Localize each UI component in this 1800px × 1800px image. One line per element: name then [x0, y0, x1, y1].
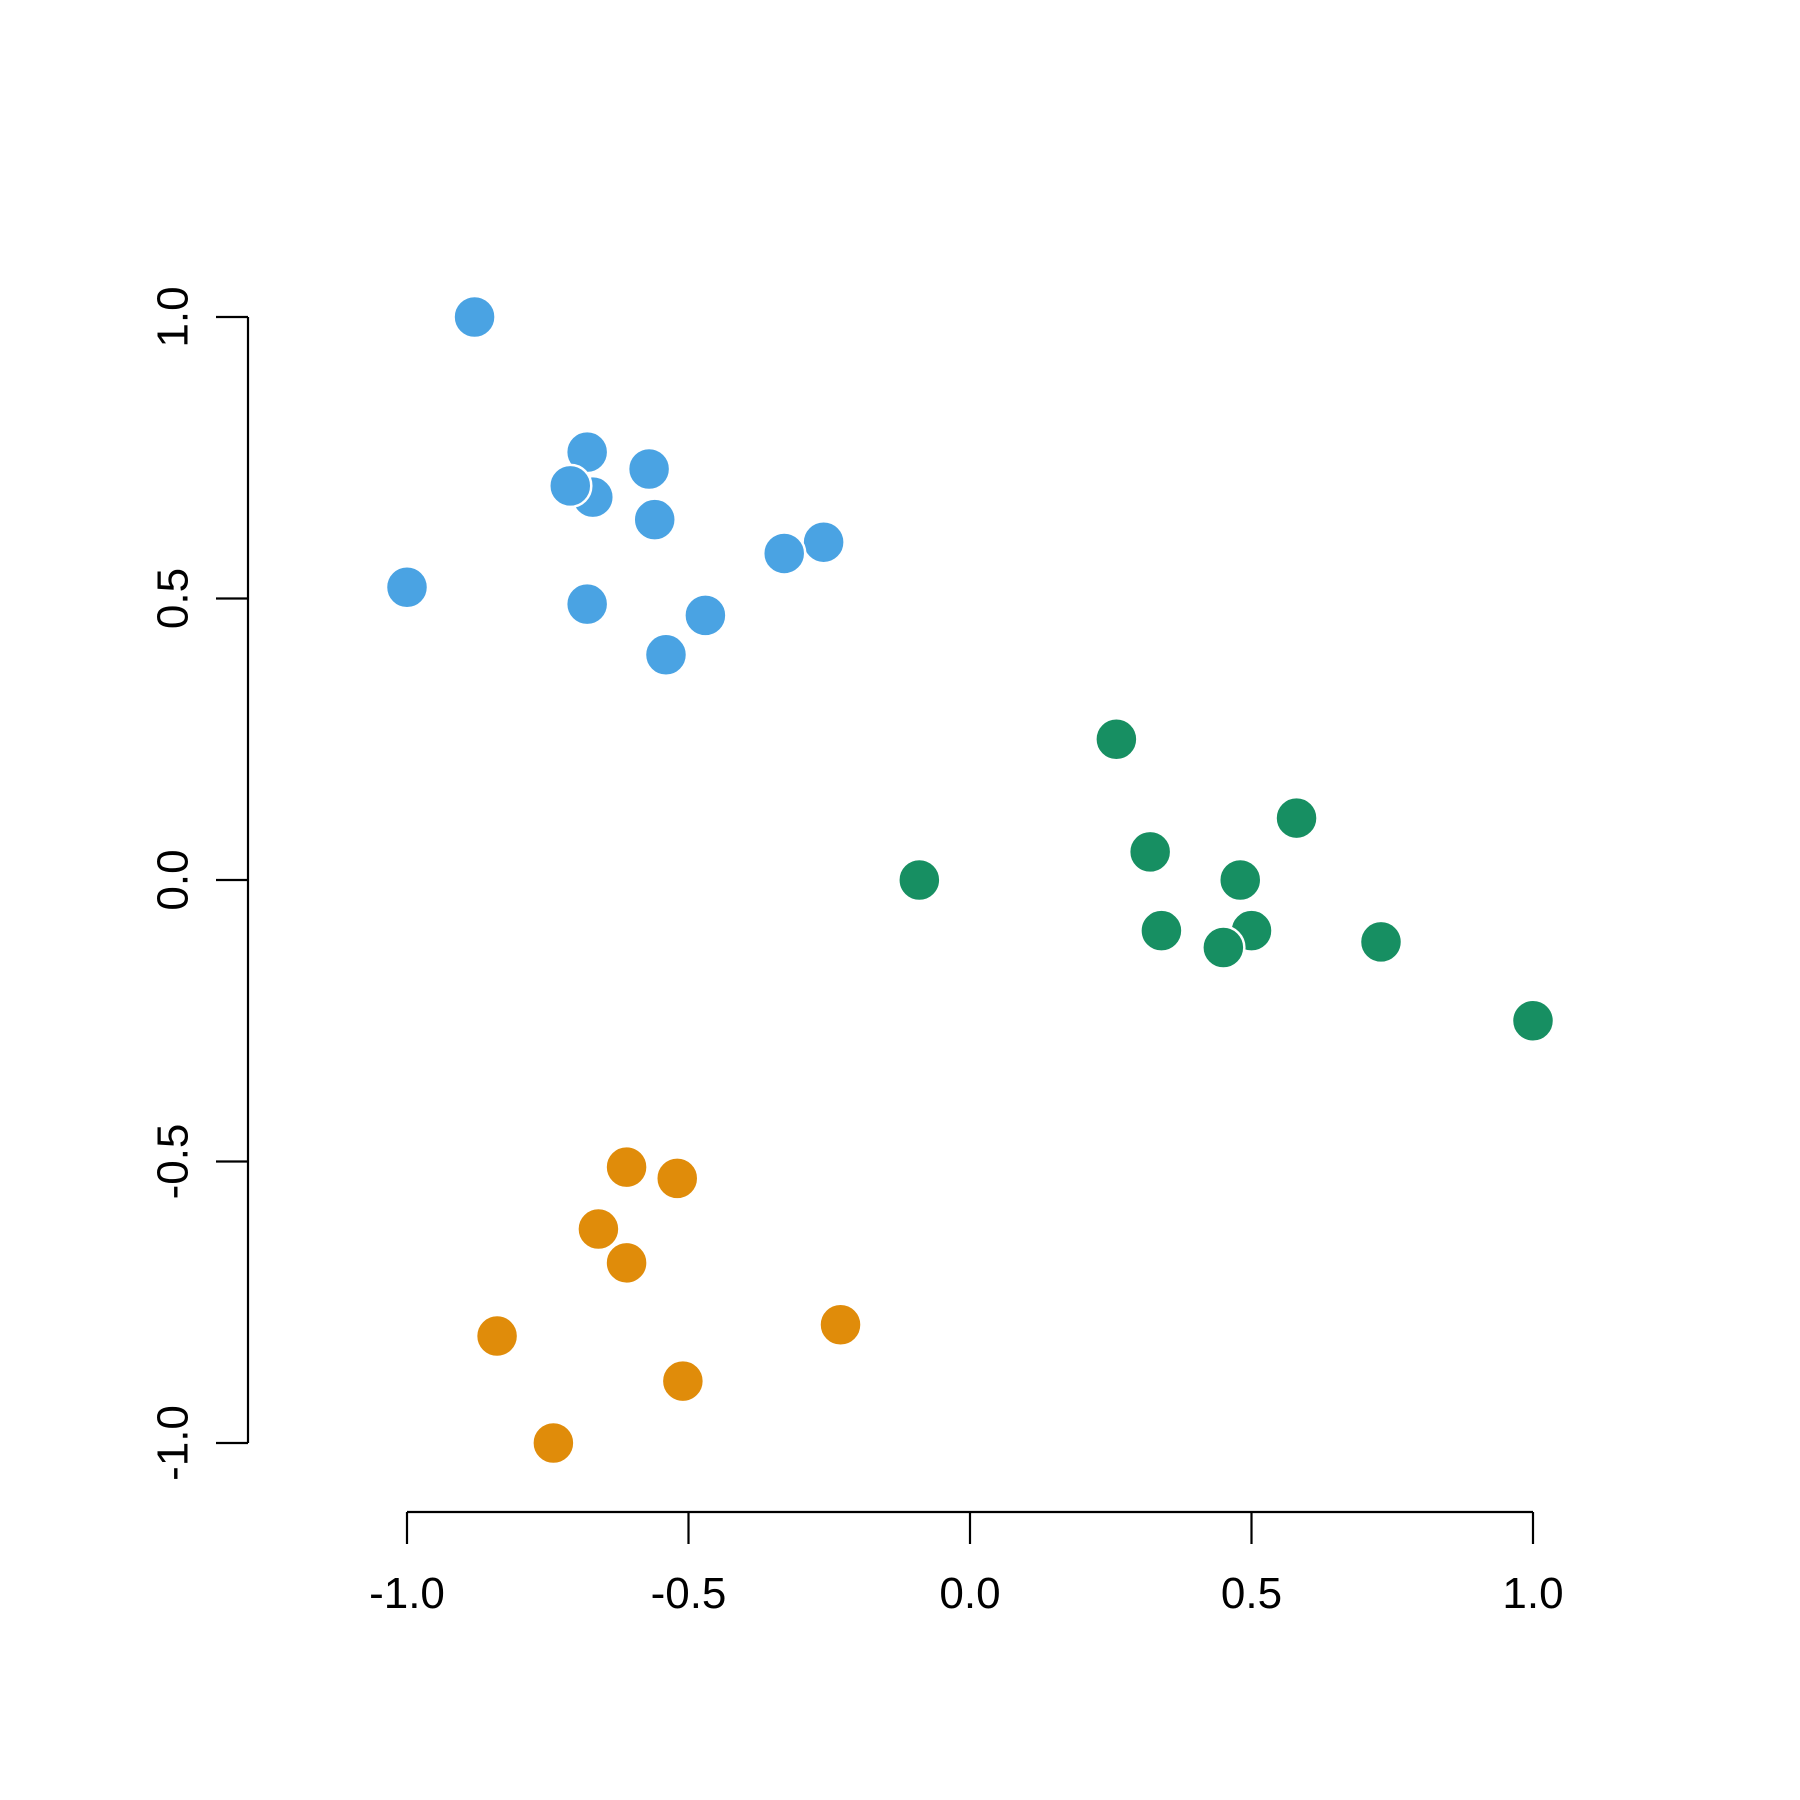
- data-point: [548, 463, 593, 509]
- series-2: [897, 717, 1556, 1043]
- data-point: [1094, 717, 1139, 762]
- data-point: [654, 1156, 700, 1201]
- data-point: [1201, 925, 1246, 970]
- y-tick-label: 0.5: [149, 568, 198, 629]
- axes: -1.0 -0.5 0.0 0.5 1.0 -1.0 -0.5 0.0 0.5 1.0: [149, 286, 1564, 1618]
- y-tick-label: 0.0: [149, 849, 198, 910]
- data-point: [660, 1358, 706, 1404]
- data-point: [452, 294, 497, 340]
- data-point: [531, 1420, 576, 1466]
- data-point: [632, 497, 677, 542]
- x-tick-label: -0.5: [651, 1569, 727, 1618]
- data-point: [1217, 857, 1263, 903]
- data-point: [564, 581, 610, 627]
- data-point: [576, 1206, 621, 1252]
- data-point: [604, 1240, 649, 1286]
- data-point: [1358, 919, 1404, 965]
- x-tick-label: 1.0: [1502, 1569, 1563, 1618]
- y-tick-label: -0.5: [149, 1124, 198, 1200]
- series-1: [384, 294, 846, 678]
- x-tick-label: 0.5: [1221, 1569, 1282, 1618]
- data-point: [1510, 998, 1556, 1043]
- y-tick-label: -1.0: [149, 1405, 198, 1481]
- data-point: [643, 632, 689, 678]
- data-point: [1274, 795, 1319, 841]
- y-tick-label: 1.0: [149, 286, 198, 347]
- series-3: [474, 1144, 863, 1466]
- data-point: [384, 564, 430, 610]
- data-point: [1139, 908, 1184, 953]
- data-point: [897, 857, 942, 903]
- data-point: [1127, 829, 1173, 875]
- x-tick-label: -1.0: [369, 1569, 445, 1618]
- data-point: [683, 593, 728, 638]
- data-point: [761, 531, 807, 576]
- data-points: [384, 294, 1556, 1466]
- data-point: [818, 1302, 863, 1348]
- data-point: [801, 519, 846, 565]
- data-point: [626, 446, 672, 492]
- data-point: [604, 1144, 649, 1190]
- data-point: [474, 1313, 520, 1359]
- x-tick-label: 0.0: [939, 1569, 1000, 1618]
